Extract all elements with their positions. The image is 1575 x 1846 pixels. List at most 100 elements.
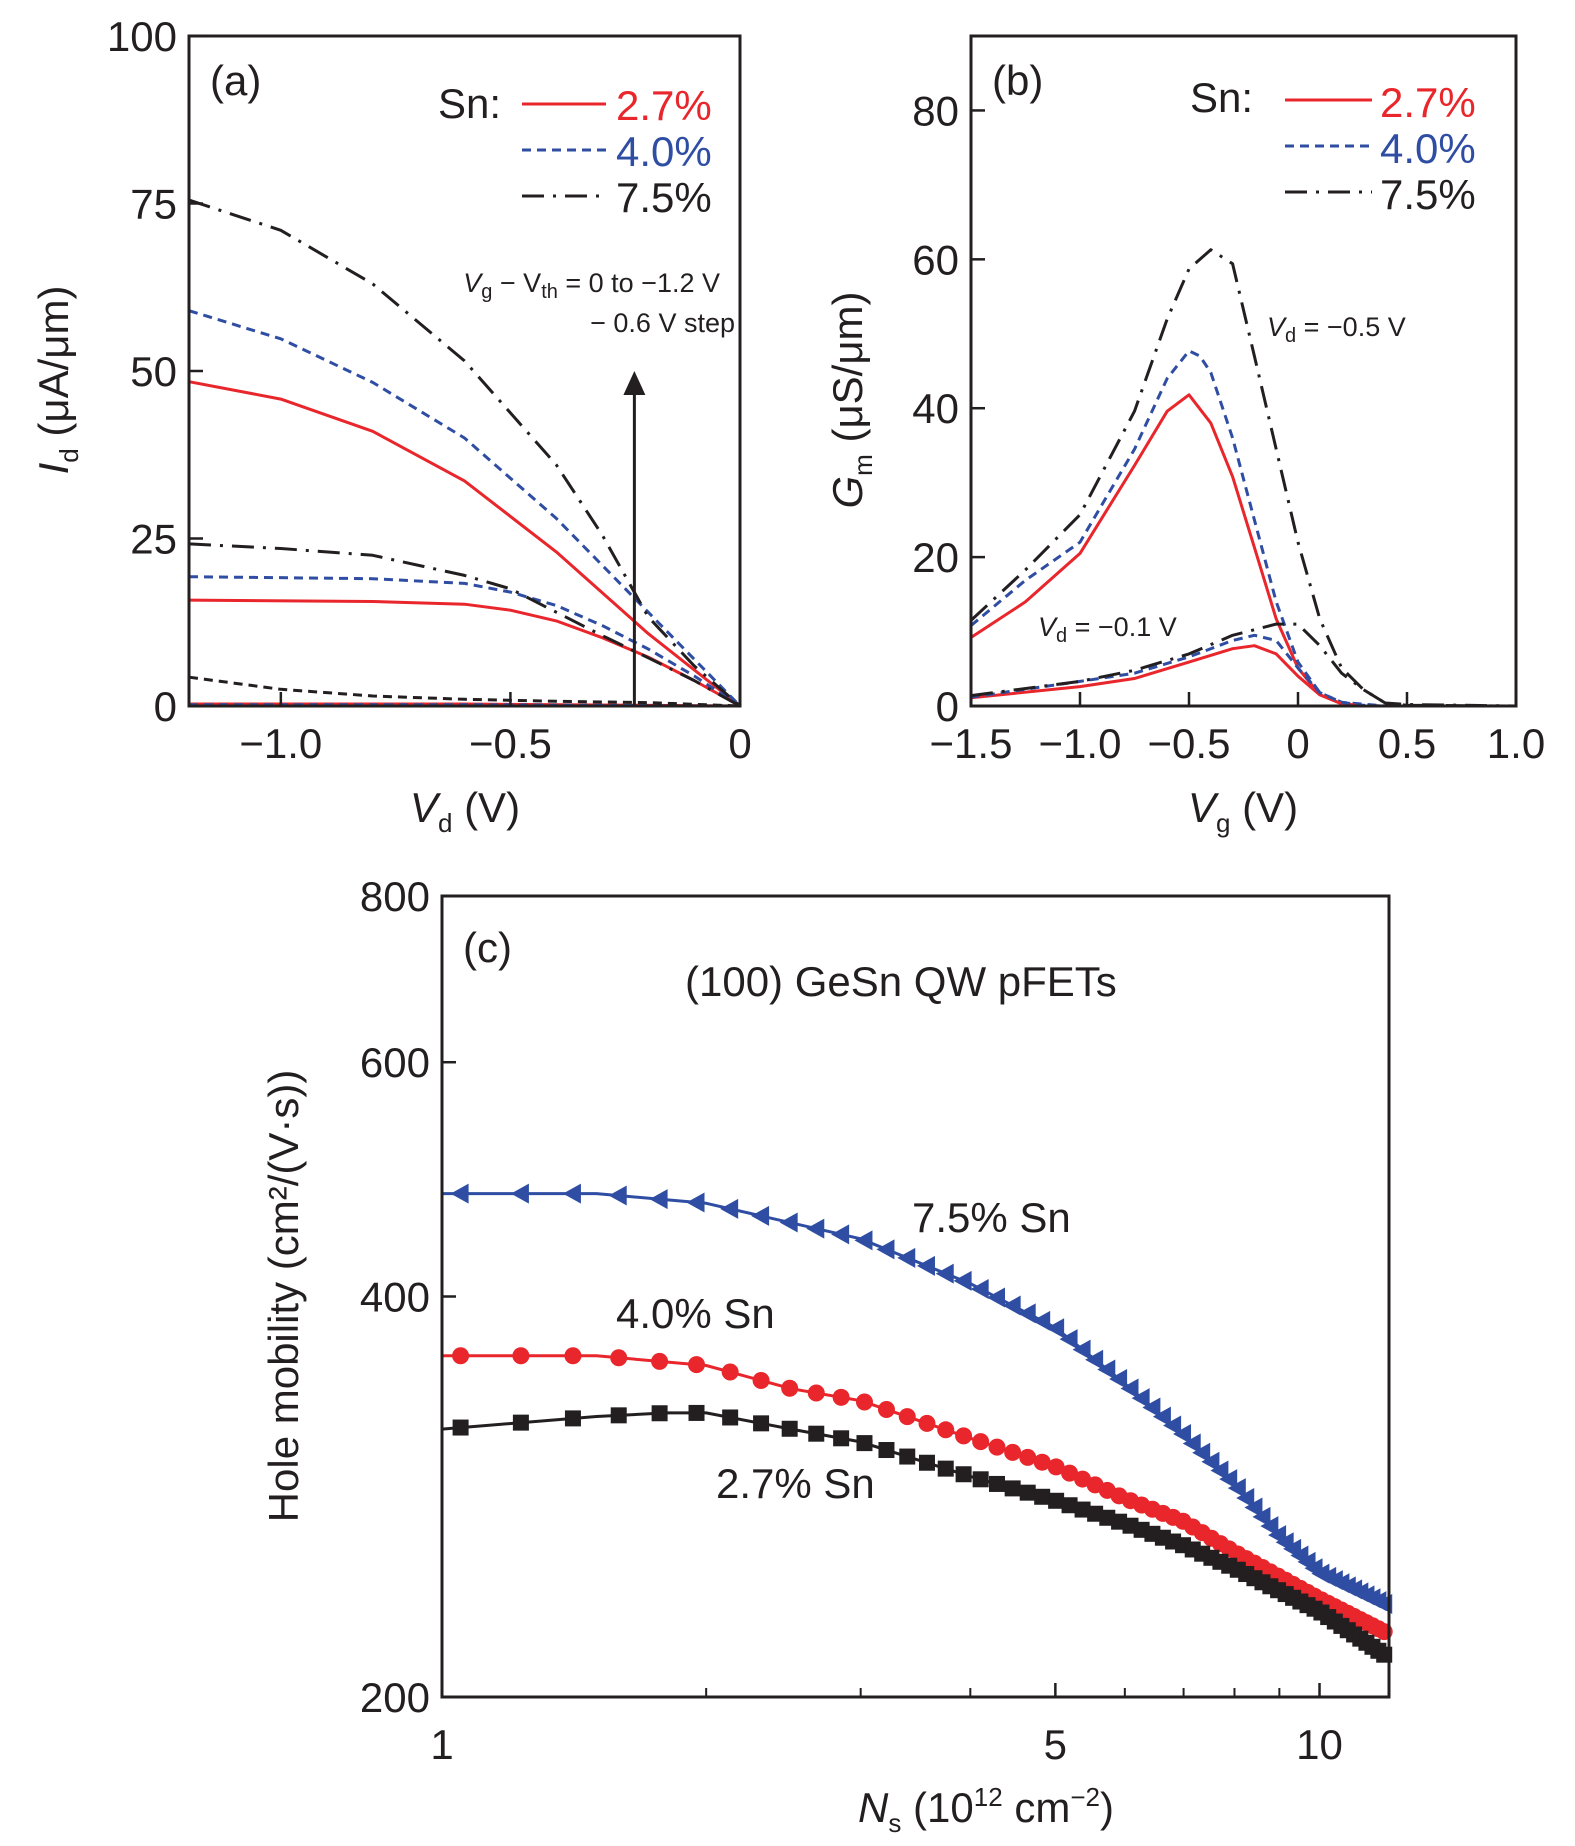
- panel-b-annotation-vd-0.5: Vd = −0.5 V: [1267, 312, 1406, 347]
- data-point-square: [899, 1448, 916, 1465]
- panel-c-ylabel: Hole mobility (cm²/(V·s)): [260, 1070, 307, 1523]
- data-point-square: [972, 1471, 989, 1488]
- data-point-triangle: [562, 1183, 581, 1204]
- data-point-square: [781, 1420, 798, 1437]
- data-point-circle: [721, 1363, 739, 1381]
- panel-c-xlabel: Ns (1012 cm−2): [858, 1782, 1114, 1838]
- x-tick-label: 0.5: [1378, 720, 1436, 767]
- series-line-2.7% Sn-2: [441, 1411, 1390, 1660]
- panel-c-label: (c): [463, 924, 512, 971]
- data-point-square: [856, 1435, 873, 1452]
- panel-a-annotation-line2: − 0.6 V step: [590, 308, 735, 338]
- panel-b-frame: [969, 34, 1518, 708]
- series-line-2.7%-0: [188, 380, 741, 708]
- data-point-triangle: [1152, 1406, 1171, 1427]
- data-point-triangle: [1017, 1303, 1036, 1324]
- panel-b-plot-area: [969, 248, 1517, 708]
- panel-c-title: (100) GeSn QW pFETs: [685, 958, 1117, 1005]
- series-line-7.5%-7: [188, 542, 741, 708]
- data-point-square: [955, 1466, 972, 1483]
- data-point-square: [564, 1410, 581, 1427]
- x-tick-label: 0: [728, 720, 751, 767]
- data-point-circle: [988, 1438, 1006, 1456]
- panel-a-ylabel: Id (μA/μm): [30, 286, 84, 475]
- panel-a-legend: Sn: 2.7% 4.0% 7.5%: [438, 80, 712, 221]
- data-point-triangle: [1131, 1388, 1150, 1409]
- x-tick-label: −1.0: [1039, 720, 1122, 767]
- data-point-triangle: [751, 1205, 770, 1226]
- data-point-circle: [781, 1379, 799, 1397]
- data-point-square: [753, 1415, 770, 1432]
- data-point-triangle: [1002, 1295, 1021, 1316]
- data-point-triangle: [686, 1192, 705, 1213]
- data-point-square: [1019, 1484, 1036, 1501]
- data-point-square: [833, 1430, 850, 1447]
- data-point-triangle: [897, 1247, 916, 1268]
- data-point-square: [808, 1425, 825, 1442]
- legend-entry-2.7: 2.7%: [616, 82, 712, 129]
- x-tick-label: 1.0: [1487, 720, 1545, 767]
- panel-a: 100 75 50 25 0 −1.0 −0.5 0 (a) Sn: 2.7% 4.0% 7.…: [30, 13, 752, 838]
- data-point-triangle: [935, 1263, 954, 1284]
- data-point-triangle: [1260, 1516, 1279, 1537]
- data-point-triangle: [986, 1287, 1005, 1308]
- panel-b-legend: Sn: 2.7% 4.0% 7.5%: [1190, 74, 1476, 218]
- panel-a-annotation-line1: Vg − Vth = 0 to −1.2 V: [463, 268, 720, 303]
- y-tick-label: 800: [360, 873, 430, 920]
- data-point-triangle: [1210, 1460, 1229, 1481]
- data-point-triangle: [1120, 1378, 1139, 1399]
- legend-title: Sn:: [438, 80, 501, 127]
- data-point-triangle: [1219, 1469, 1238, 1490]
- data-point-triangle: [450, 1183, 469, 1204]
- x-tick-label: −0.5: [469, 720, 552, 767]
- data-point-triangle: [608, 1185, 627, 1206]
- data-point-circle: [1004, 1443, 1022, 1461]
- y-tick-label: 60: [912, 236, 959, 283]
- y-tick-label: 0: [154, 683, 177, 730]
- data-point-square: [512, 1414, 529, 1431]
- x-tick-label: −1.0: [239, 720, 322, 767]
- series-line-4.0%-4: [188, 575, 741, 708]
- data-point-square: [1048, 1492, 1065, 1509]
- data-point-square: [918, 1454, 935, 1471]
- data-point-triangle: [1182, 1433, 1201, 1454]
- data-point-circle: [752, 1371, 770, 1389]
- data-point-square: [688, 1404, 705, 1421]
- series-line-4.0%-4: [970, 633, 1386, 708]
- data-point-circle: [832, 1388, 850, 1406]
- y-tick-label: 200: [360, 1674, 430, 1721]
- data-point-triangle: [806, 1218, 825, 1239]
- data-point-square: [722, 1409, 739, 1426]
- x-tick-label: 10: [1296, 1721, 1343, 1768]
- x-tick-label: −1.5: [930, 720, 1013, 767]
- data-point-circle: [452, 1347, 470, 1365]
- data-point-triangle: [1252, 1506, 1271, 1527]
- legend-entry-7.5: 7.5%: [616, 174, 712, 221]
- panel-a-ticks: 100 75 50 25 0 −1.0 −0.5 0: [107, 13, 752, 767]
- data-point-triangle: [1085, 1349, 1104, 1370]
- data-point-triangle: [720, 1198, 739, 1219]
- data-point-circle: [1061, 1464, 1079, 1482]
- data-point-square: [1061, 1497, 1078, 1514]
- data-point-circle: [1019, 1448, 1037, 1466]
- y-tick-label: 600: [360, 1039, 430, 1086]
- data-point-circle: [877, 1401, 895, 1419]
- panel-b-ylabel: Gm (μS/μm): [824, 291, 878, 508]
- y-tick-label: 400: [360, 1274, 430, 1321]
- panel-a-xlabel: Vd (V): [410, 784, 520, 838]
- legend-title: Sn:: [1190, 74, 1253, 121]
- legend-entry-4.0: 4.0%: [1380, 125, 1476, 172]
- y-tick-label: 100: [107, 13, 177, 60]
- y-tick-label: 80: [912, 87, 959, 134]
- x-tick-label: −0.5: [1148, 720, 1231, 767]
- y-tick-label: 40: [912, 385, 959, 432]
- series-line-7.5% Sn-0: [442, 1192, 1390, 1608]
- series-label-2.7: 2.7% Sn: [716, 1460, 875, 1507]
- data-point-square: [937, 1460, 954, 1477]
- data-point-square: [1004, 1480, 1021, 1497]
- panel-b-xlabel: Vg (V): [1188, 784, 1298, 838]
- data-point-circle: [564, 1347, 582, 1365]
- series-line-2.7%-0: [970, 393, 1407, 708]
